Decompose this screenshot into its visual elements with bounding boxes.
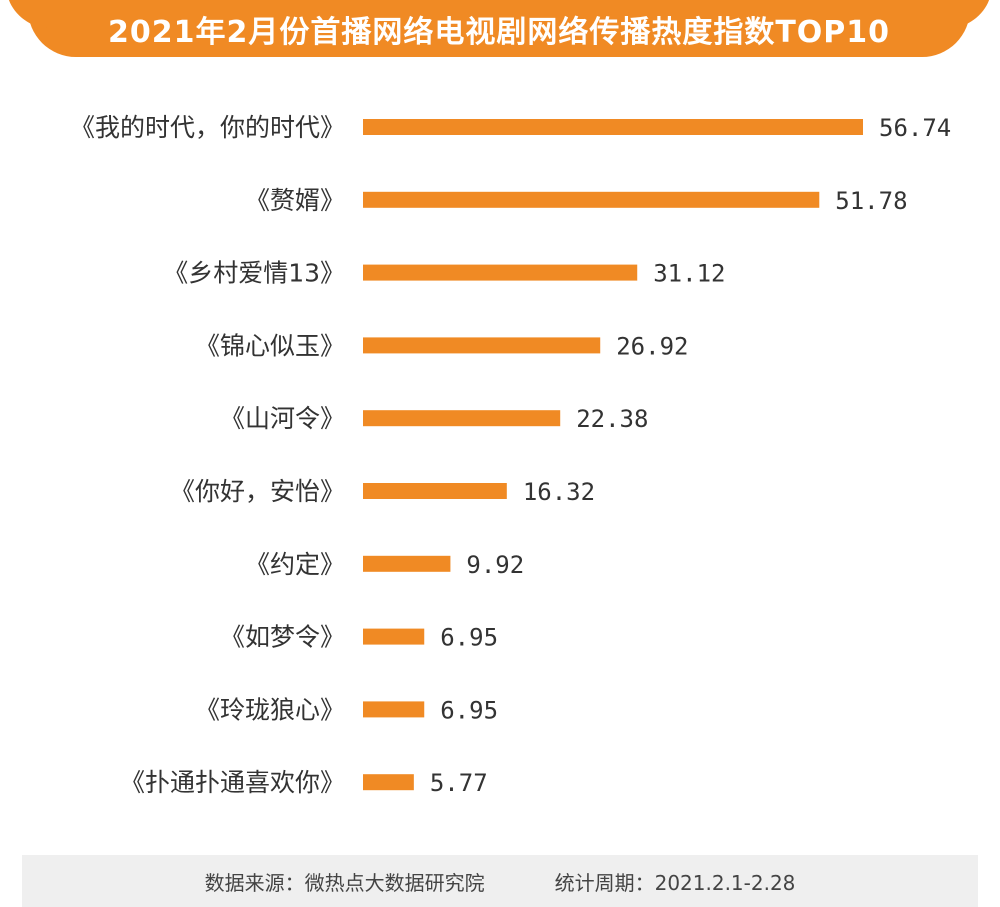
bar-chart: 《我的时代，你的时代》 56.74 《赘婿》 51.78 《乡村爱情13》 31.12 《锦…: [70, 113, 951, 797]
banner-corner-left: [8, 0, 48, 28]
value-label: 5.77: [430, 769, 488, 797]
value-label: 6.95: [440, 696, 498, 724]
footer-bar: 数据来源：微热点大数据研究院 统计周期：2021.2.1-2.28: [22, 855, 978, 907]
data-source-text: 数据来源：微热点大数据研究院: [204, 870, 485, 895]
chart-title: 2021年2月份首播网络电视剧网络传播热度指数TOP10: [107, 14, 891, 50]
category-label: 《你好，安怡》: [170, 477, 345, 506]
category-label: 《锦心似玉》: [195, 331, 345, 360]
value-label: 31.12: [653, 260, 725, 288]
value-label: 6.95: [440, 624, 498, 652]
category-label: 《扑通扑通喜欢你》: [120, 768, 345, 797]
bar: [363, 191, 820, 208]
value-label: 56.74: [879, 114, 951, 142]
category-label: 《乡村爱情13》: [163, 259, 345, 288]
category-label: 《约定》: [245, 550, 345, 579]
bar: [363, 119, 863, 135]
value-label: 26.92: [616, 332, 688, 360]
bar: [363, 337, 601, 354]
category-label: 《山河令》: [220, 404, 345, 433]
title-banner: 2021年2月份首播网络电视剧网络传播热度指数TOP10: [8, 0, 990, 57]
value-label: 22.38: [576, 405, 648, 433]
bar: [363, 628, 425, 645]
value-label: 16.32: [523, 478, 595, 506]
bar: [363, 483, 507, 499]
category-label: 《我的时代，你的时代》: [70, 113, 345, 142]
category-label: 《赘婿》: [245, 186, 345, 215]
bar: [363, 701, 425, 718]
value-label: 9.92: [466, 551, 524, 579]
category-label: 《玲珑狼心》: [195, 695, 345, 724]
category-label: 《如梦令》: [220, 623, 345, 652]
bar: [363, 410, 561, 427]
bar: [363, 555, 451, 572]
bar: [363, 774, 414, 791]
value-label: 51.78: [835, 187, 907, 215]
bar: [363, 264, 638, 281]
period-text: 统计周期：2021.2.1-2.28: [554, 870, 796, 895]
banner-corner-right: [950, 0, 990, 28]
